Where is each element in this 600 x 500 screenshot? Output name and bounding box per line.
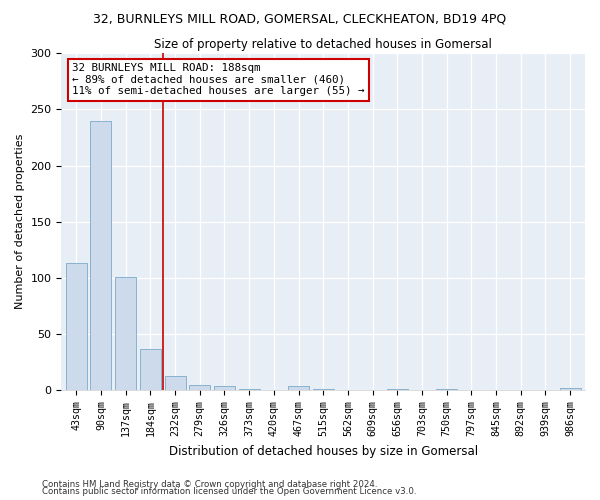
Bar	[288, 386, 309, 390]
X-axis label: Distribution of detached houses by size in Gomersal: Distribution of detached houses by size …	[169, 444, 478, 458]
Text: 32, BURNLEYS MILL ROAD, GOMERSAL, CLECKHEATON, BD19 4PQ: 32, BURNLEYS MILL ROAD, GOMERSAL, CLECKH…	[94, 12, 506, 26]
Bar	[214, 386, 235, 390]
Text: 32 BURNLEYS MILL ROAD: 188sqm
← 89% of detached houses are smaller (460)
11% of : 32 BURNLEYS MILL ROAD: 188sqm ← 89% of d…	[72, 63, 364, 96]
Bar	[66, 264, 87, 390]
Bar	[91, 120, 112, 390]
Bar	[560, 388, 581, 390]
Bar	[140, 349, 161, 391]
Title: Size of property relative to detached houses in Gomersal: Size of property relative to detached ho…	[154, 38, 492, 51]
Y-axis label: Number of detached properties: Number of detached properties	[15, 134, 25, 310]
Bar	[189, 385, 210, 390]
Text: Contains HM Land Registry data © Crown copyright and database right 2024.: Contains HM Land Registry data © Crown c…	[42, 480, 377, 489]
Text: Contains public sector information licensed under the Open Government Licence v3: Contains public sector information licen…	[42, 487, 416, 496]
Bar	[164, 376, 185, 390]
Bar	[115, 277, 136, 390]
